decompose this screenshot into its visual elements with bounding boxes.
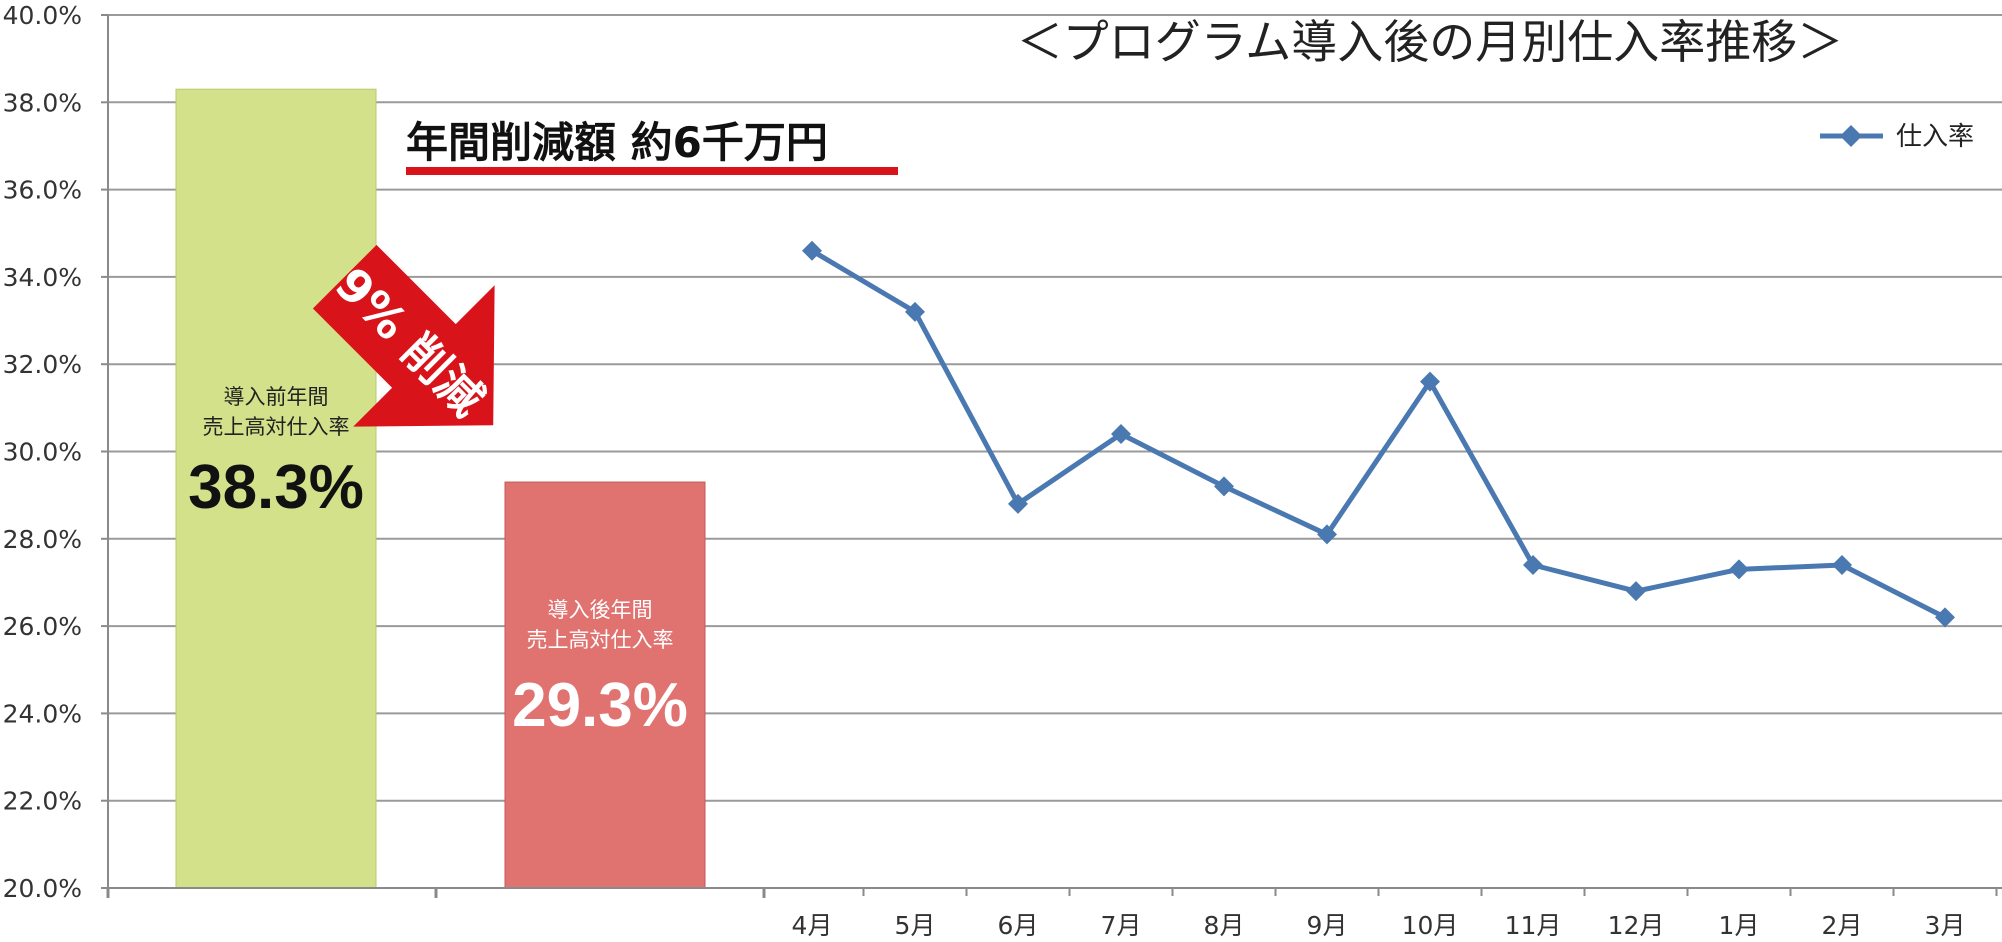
y-tick-label: 24.0%	[3, 699, 82, 728]
y-tick-label: 30.0%	[3, 438, 82, 467]
series-point	[1317, 524, 1337, 545]
headline: 年間削減額 約6千万円	[406, 118, 828, 167]
y-tick-label: 20.0%	[3, 874, 82, 903]
x-tick-label: 11月	[1505, 911, 1562, 940]
bar-after-value-label: 29.3%	[512, 671, 688, 740]
series-line-shiire-ritsu	[810, 248, 1947, 620]
series-point	[1420, 371, 1440, 392]
x-tick-label: 9月	[1307, 911, 1348, 940]
arrow-shape	[312, 244, 495, 427]
series-point	[802, 240, 822, 261]
series-point	[1111, 424, 1131, 445]
x-tick-label: 3月	[1925, 911, 1966, 940]
y-tick-label: 32.0%	[3, 350, 82, 379]
series-point	[1626, 581, 1646, 602]
x-axis-ticks: 4月 5月 6月 7月 8月 9月 10月 11月 12月 1月 2月 3月	[792, 888, 1998, 940]
chart-title: ＜プログラム導入後の月別仕入率推移＞	[1017, 15, 1844, 69]
y-tick-label: 26.0%	[3, 612, 82, 641]
x-tick-label: 2月	[1822, 911, 1863, 940]
y-tick-label: 38.0%	[3, 88, 82, 117]
x-tick-label: 5月	[895, 911, 936, 940]
x-tick-label: 1月	[1719, 911, 1760, 940]
x-tick-label: 7月	[1101, 911, 1142, 940]
y-tick-label: 40.0%	[3, 1, 82, 30]
series-point	[1729, 559, 1749, 580]
legend: 仕入率	[1820, 122, 1974, 152]
bar-before-label-line1: 導入前年間	[224, 385, 329, 409]
x-tick-label: 6月	[998, 911, 1039, 940]
legend-marker	[1840, 125, 1862, 147]
series-markers	[802, 240, 1955, 628]
bar-before	[175, 88, 377, 889]
bar-before-label-line2: 売上高対仕入率	[203, 415, 350, 439]
headline-underline	[406, 167, 898, 175]
x-axis-marks	[106, 888, 766, 898]
x-tick-label: 4月	[792, 911, 833, 940]
y-tick-label: 28.0%	[3, 525, 82, 554]
series-point	[1523, 554, 1543, 575]
y-tick-label: 34.0%	[3, 263, 82, 292]
series-point	[905, 301, 925, 322]
bar-after	[504, 481, 706, 889]
bar-before-value-label: 38.3%	[188, 453, 364, 522]
x-tick-label: 12月	[1608, 911, 1665, 940]
series-point	[1214, 476, 1234, 497]
y-tick-label: 36.0%	[3, 176, 82, 205]
x-tick-label: 8月	[1204, 911, 1245, 940]
bar-after-label-line2: 売上高対仕入率	[527, 628, 674, 652]
series-point	[1008, 493, 1028, 514]
series-point	[1832, 554, 1852, 575]
y-axis-ticks: 20.0% 22.0% 24.0% 26.0% 28.0% 30.0% 32.0% 34.0%…	[3, 1, 108, 903]
bar-after-label-line1: 導入後年間	[548, 598, 653, 622]
series-point	[1935, 607, 1955, 628]
x-tick-label: 10月	[1402, 911, 1459, 940]
y-tick-label: 22.0%	[3, 787, 82, 816]
legend-label: 仕入率	[1896, 122, 1974, 152]
